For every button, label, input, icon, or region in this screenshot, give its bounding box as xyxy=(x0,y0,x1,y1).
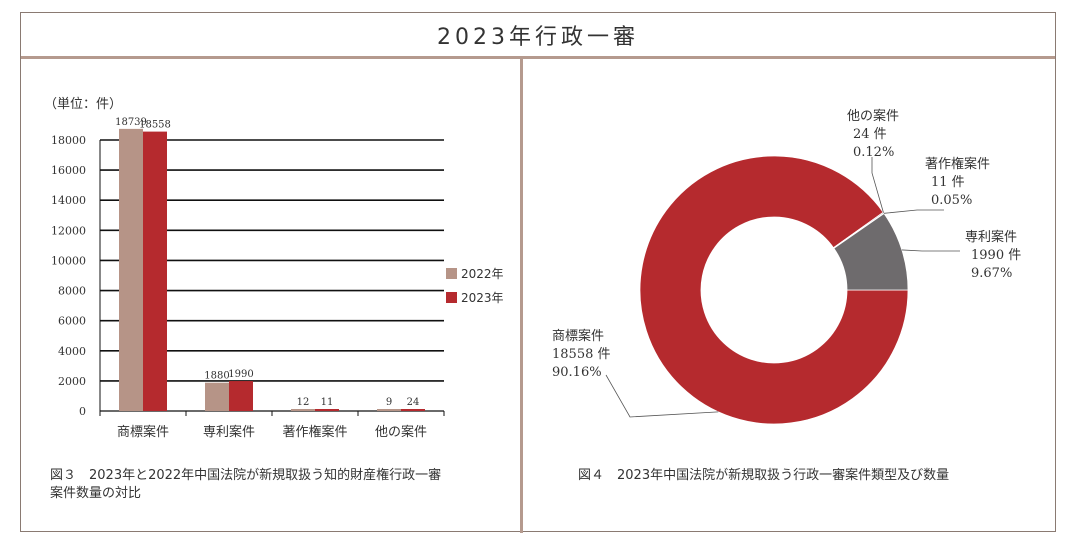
slice-name: 商標案件 xyxy=(552,329,604,344)
donut-slice xyxy=(833,212,909,291)
y-tick-label: 10000 xyxy=(51,254,86,267)
slice-percent: 0.12% xyxy=(853,145,894,160)
bar-2022 xyxy=(205,382,229,411)
category-label: 専利案件 xyxy=(203,425,255,440)
leader-line xyxy=(901,249,960,252)
slice-count: 1990 件 xyxy=(971,248,1021,263)
y-tick-label: 12000 xyxy=(51,224,86,237)
y-tick-label: 4000 xyxy=(58,345,86,358)
bar-2023 xyxy=(315,409,339,411)
donut-chart: 他の案件 24 件 0.12% 著作権案件 11 件 0.05% 専利案件 1990 件 9.6… xyxy=(552,109,1021,425)
donut-slice xyxy=(639,155,909,425)
slice-label: 著作権案件 11 件 0.05% xyxy=(925,156,990,208)
slice-count: 24 件 xyxy=(853,127,887,142)
bar-caption-line1: 図３ 2023年と2022年中国法院が新規取扱う知的財産権行政一審 xyxy=(50,468,442,483)
y-tick-label: 16000 xyxy=(51,164,86,177)
bar-value-label: 1880 xyxy=(204,371,229,382)
y-tick-label: 18000 xyxy=(51,134,86,147)
bar-chart-caption: 図３ 2023年と2022年中国法院が新規取扱う知的財産権行政一審 案件数量の対… xyxy=(50,467,510,503)
bar-value-label: 18558 xyxy=(139,120,171,131)
leader-line xyxy=(883,209,944,214)
slice-label: 専利案件 1990 件 9.67% xyxy=(965,230,1021,281)
bar-chart: （単位：件） 0 2000 4000 6000 8000 10000 12000 14000 1… xyxy=(44,96,504,440)
donut-chart-caption: 図４ 2023年中国法院が新規取扱う行政一審案件類型及び数量 xyxy=(578,468,950,483)
bar-2023 xyxy=(229,381,253,411)
legend-label: 2023年 xyxy=(461,291,504,305)
slice-label: 他の案件 24 件 0.12% xyxy=(847,109,899,160)
y-tick-label: 8000 xyxy=(58,285,86,298)
bar-2022 xyxy=(291,409,315,411)
bar-2022 xyxy=(377,409,401,411)
bar-caption-line2: 案件数量の対比 xyxy=(50,486,142,501)
slice-name: 著作権案件 xyxy=(925,156,990,172)
y-tick-label: 2000 xyxy=(58,375,86,388)
category-label: 他の案件 xyxy=(375,425,427,440)
y-tick-label: 0 xyxy=(79,405,86,418)
y-tick-label: 14000 xyxy=(51,194,86,207)
legend-label: 2022年 xyxy=(461,267,504,281)
y-tick-label: 6000 xyxy=(58,315,86,328)
bar-value-label: 12 xyxy=(297,397,310,408)
unit-label: （単位：件） xyxy=(44,96,122,112)
category-label: 著作権案件 xyxy=(282,424,347,440)
slice-count: 18558 件 xyxy=(552,347,611,362)
slice-count: 11 件 xyxy=(931,175,965,190)
bar-value-label: 1990 xyxy=(228,369,253,380)
title-bar: 2023年行政一審 xyxy=(21,13,1055,59)
figure-frame: 2023年行政一審 xyxy=(20,12,1056,533)
bar-2023 xyxy=(401,409,425,411)
leader-line xyxy=(871,157,884,213)
legend-swatch xyxy=(446,268,457,279)
category-label: 商標案件 xyxy=(117,425,169,440)
slice-name: 専利案件 xyxy=(965,230,1017,245)
panel-divider xyxy=(520,59,523,533)
bar-2023 xyxy=(143,131,167,411)
slice-name: 他の案件 xyxy=(847,109,899,124)
legend-swatch xyxy=(446,292,457,303)
bar-value-label: 11 xyxy=(321,397,334,408)
page-title: 2023年行政一審 xyxy=(437,24,639,50)
bar-2022 xyxy=(119,128,143,411)
bar-value-label: 24 xyxy=(407,397,420,408)
slice-label: 商標案件 18558 件 90.16% xyxy=(552,329,611,380)
bar-value-label: 9 xyxy=(386,397,392,408)
bar-value-label: 18739 xyxy=(115,117,147,128)
slice-percent: 90.16% xyxy=(552,365,602,380)
slice-percent: 9.67% xyxy=(971,266,1012,281)
leader-line xyxy=(605,374,719,418)
slice-percent: 0.05% xyxy=(931,193,972,208)
